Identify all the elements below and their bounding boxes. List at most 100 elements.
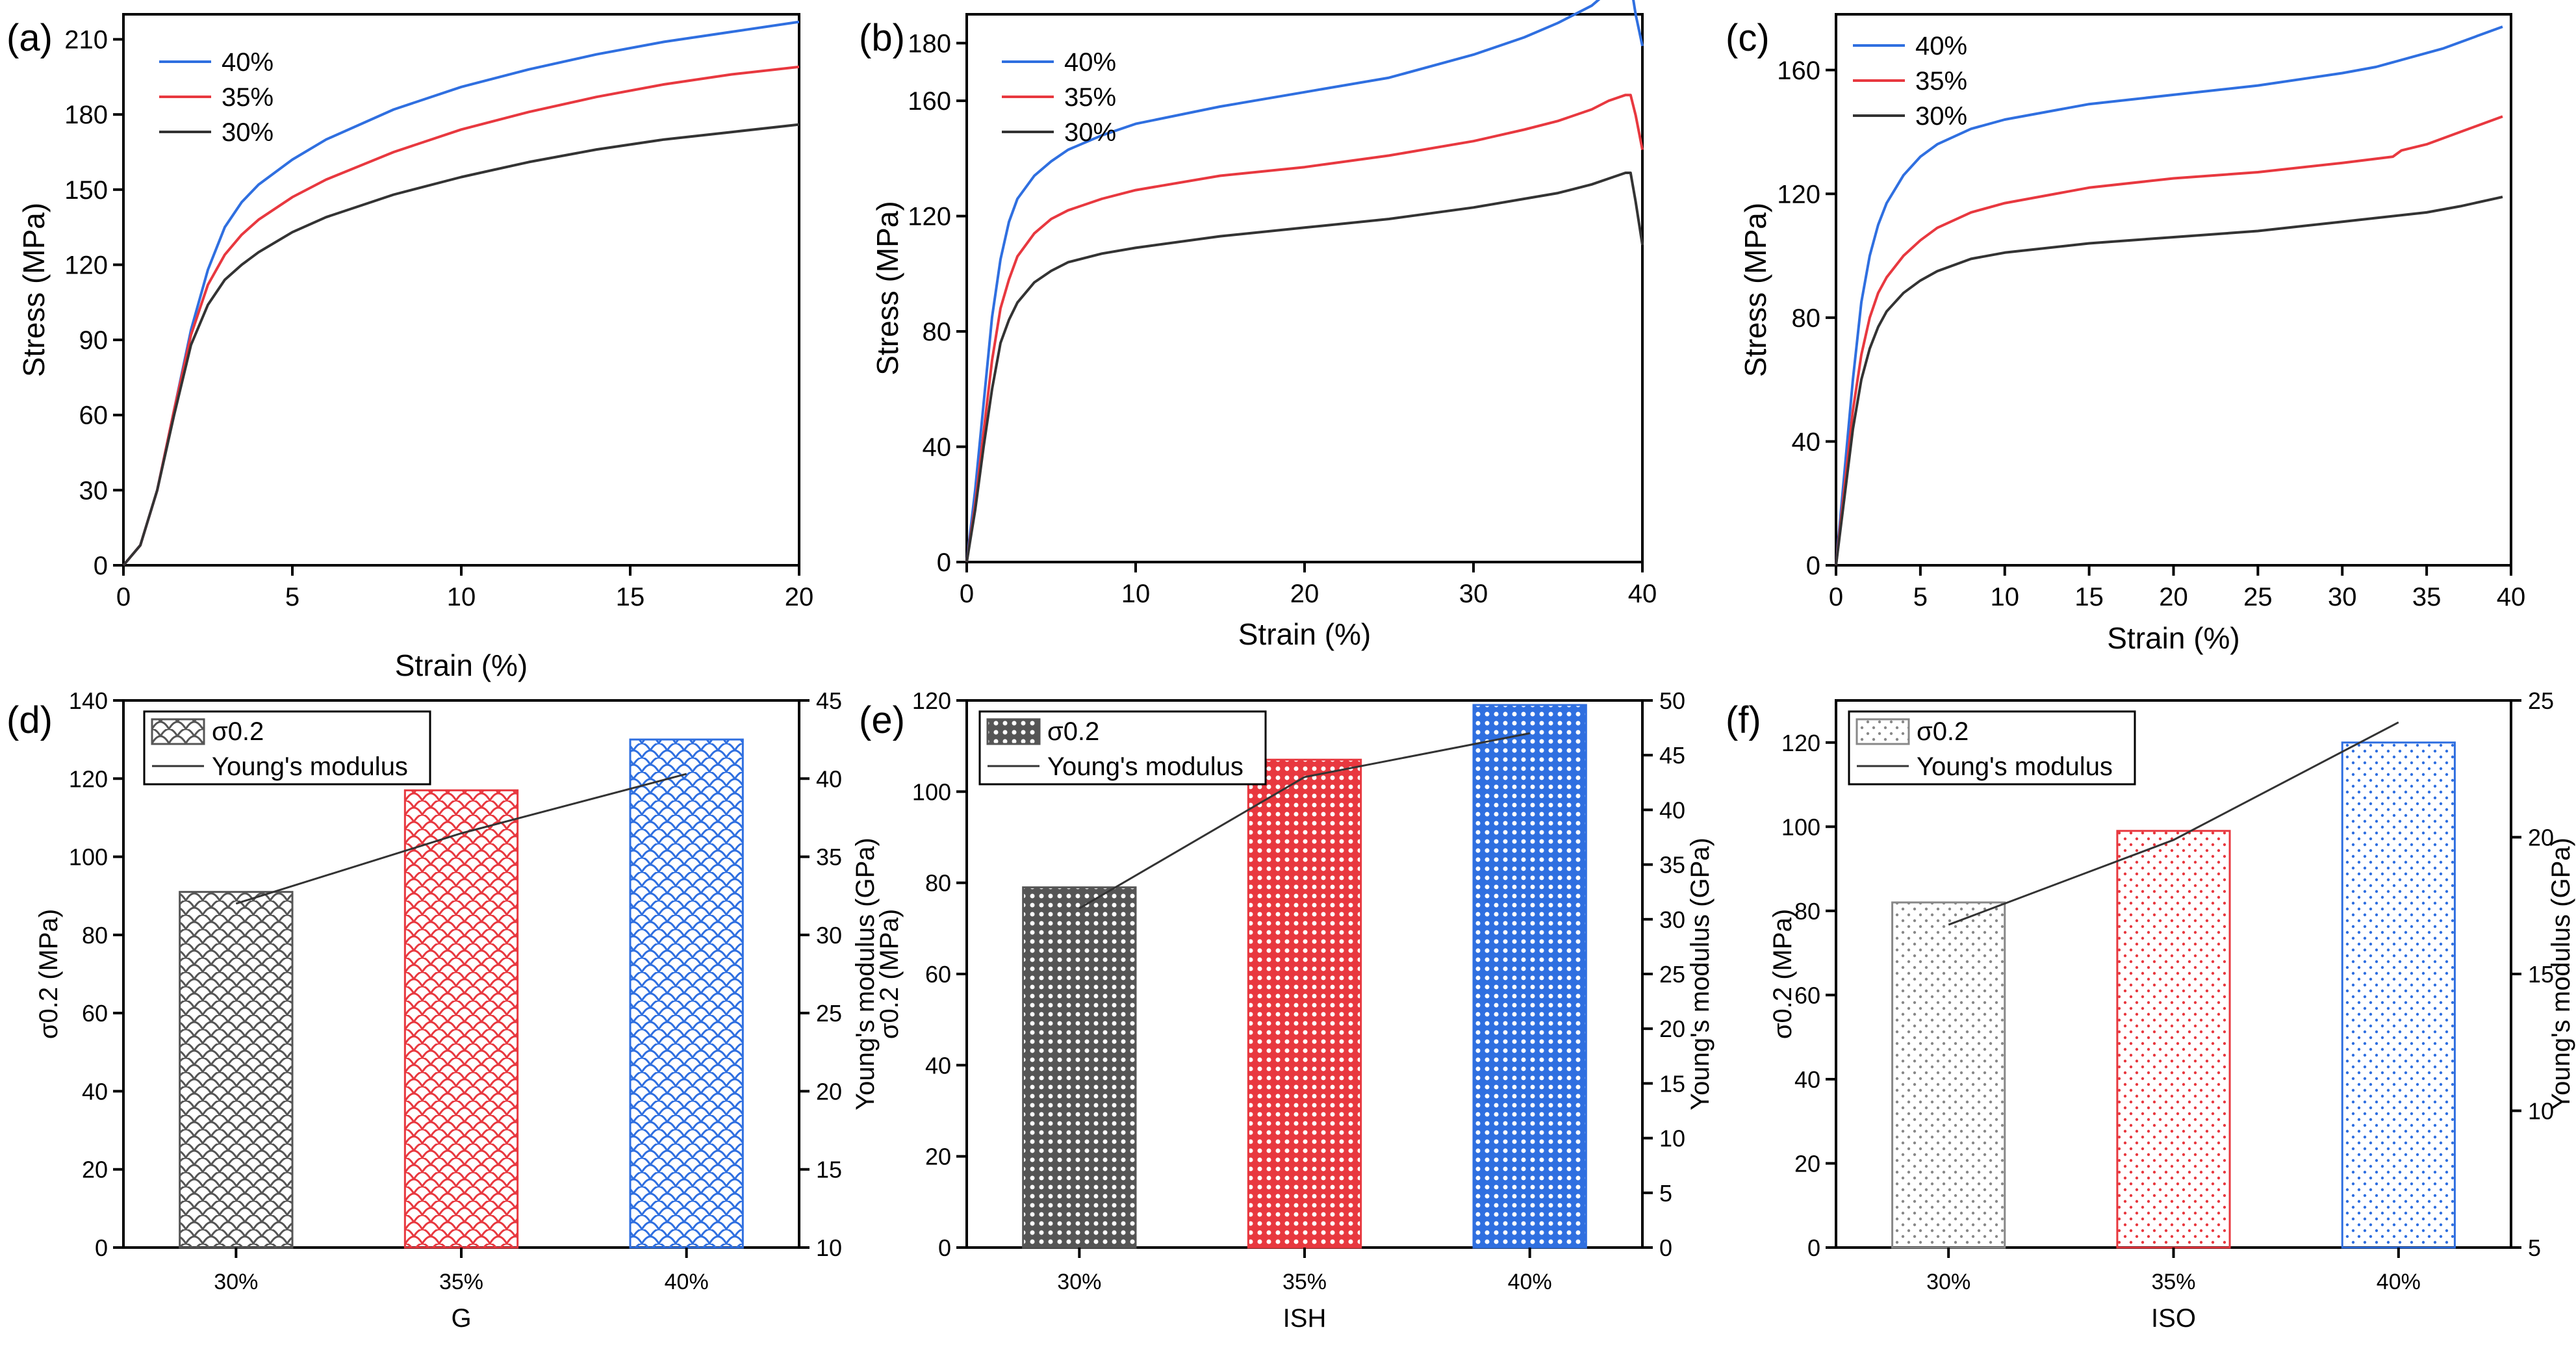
- panel-d-legend-line-label: Young's modulus: [212, 752, 408, 781]
- panel-f-y-tick-label-2: 40: [1794, 1066, 1820, 1093]
- panel-f-x-tick-label-0: 30%: [1926, 1270, 1970, 1294]
- panel-e-y-tick-label-1: 20: [925, 1144, 951, 1170]
- panel-f-y2-tick-label-3: 20: [2528, 825, 2554, 851]
- panel-c-series-40pct-line: [1835, 25, 2503, 566]
- panel-d-y2-tick-label-1: 15: [816, 1157, 842, 1183]
- panel-d-y2-axis-title: Young's modulus (GPa): [851, 838, 880, 1110]
- panel-a-y-tick-label-7: 210: [64, 26, 108, 55]
- panel-b-y-tick-label-4: 160: [908, 87, 951, 116]
- panel-a-y-tick-label-3: 90: [79, 326, 108, 355]
- panel-d-bar-30pct: [179, 891, 294, 1249]
- panel-a-x-tick-label-0: 0: [116, 583, 131, 611]
- panel-f-label: (f): [1726, 699, 1761, 741]
- panel-a-label: (a): [6, 17, 53, 59]
- panel-e-y2-tick-label-4: 20: [1659, 1016, 1685, 1042]
- panel-c-x-tick-label-4: 20: [2159, 583, 2188, 611]
- panel-e-y-tick-label-6: 120: [912, 687, 951, 714]
- panel-d-y2-tick-label-7: 45: [816, 687, 842, 714]
- panel-d-y2-tick-label-0: 10: [816, 1235, 842, 1261]
- panel-b-series-35pct-line: [965, 94, 1644, 563]
- panel-e-bar-30pct: [1022, 886, 1137, 1249]
- panel-b-x-tick-label-2: 20: [1290, 580, 1320, 608]
- panel-e-y-axis-title: σ0.2 (MPa): [875, 909, 904, 1039]
- panel-d-bar-40pct: [629, 738, 744, 1249]
- panel-e-legend-bar-swatch: [986, 718, 1041, 745]
- panel-e-y-tick-label-4: 80: [925, 870, 951, 897]
- panel-b-y-axis-title: Stress (MPa): [871, 201, 904, 375]
- panel-f-y-tick-label-3: 60: [1794, 982, 1820, 1008]
- panel-e-y2-tick-label-5: 25: [1659, 961, 1685, 988]
- panel-e-y2-axis-title: Young's modulus (GPa): [1686, 838, 1715, 1110]
- panel-f-legend-bar-swatch: [1855, 718, 1910, 745]
- panel-f-y-axis-title: σ0.2 (MPa): [1768, 909, 1797, 1039]
- panel-d-youngs-modulus-line: [235, 773, 687, 905]
- panel-a-y-tick-label-2: 60: [79, 402, 108, 430]
- panel-a-x-tick-label-2: 10: [447, 583, 476, 611]
- panel-b-y-tick-label-3: 120: [908, 203, 951, 231]
- panel-b-x-tick-label-0: 0: [960, 580, 974, 608]
- panel-f-x-tick-label-2: 40%: [2377, 1270, 2421, 1294]
- panel-a-legend-label-2: 30%: [222, 118, 274, 147]
- panel-c-x-tick-label-7: 35: [2412, 583, 2442, 611]
- panel-e-bar-35pct: [1247, 758, 1362, 1249]
- panel-e-x-axis-title: ISH: [1283, 1304, 1327, 1333]
- panel-d-y-axis-title: σ0.2 (MPa): [34, 909, 63, 1039]
- panel-c-x-tick-label-0: 0: [1829, 583, 1843, 611]
- panel-c-axes-frame: [1835, 13, 2512, 567]
- panel-d-y-tick-label-0: 0: [95, 1235, 108, 1261]
- panel-e-y-tick-label-5: 100: [912, 778, 951, 805]
- panel-f-y-tick-label-1: 20: [1794, 1150, 1820, 1177]
- panel-d-y2-tick-label-6: 40: [816, 765, 842, 792]
- panel-e-y-tick-label-3: 60: [925, 961, 951, 988]
- panel-f-bar-35pct: [2116, 830, 2231, 1249]
- panel-b-series-40pct-line: [965, 0, 1644, 563]
- panel-e-y2-tick-label-0: 0: [1659, 1235, 1672, 1261]
- panel-f-x-tick-label-1: 35%: [2151, 1270, 2195, 1294]
- panel-f-y2-tick-label-2: 15: [2528, 961, 2554, 988]
- panel-e-y2-tick-label-6: 30: [1659, 906, 1685, 933]
- panel-b-y-tick-label-1: 40: [923, 433, 952, 462]
- panel-b-x-tick-label-1: 10: [1121, 580, 1151, 608]
- panel-d-y-tick-label-4: 80: [82, 922, 108, 949]
- panel-e-bar-40pct: [1472, 704, 1587, 1249]
- panel-d-x-tick-label-1: 35%: [439, 1270, 483, 1294]
- panel-e-label: (e): [859, 699, 905, 741]
- panel-d-legend-bar-label: σ0.2: [212, 717, 264, 746]
- panel-d-y-tick-label-5: 100: [69, 844, 108, 871]
- panel-e-y2-tick-label-7: 35: [1659, 852, 1685, 878]
- panel-a-y-tick-label-6: 180: [64, 101, 108, 129]
- panel-b-y-tick-label-0: 0: [937, 548, 951, 577]
- panel-f-legend-bar-label: σ0.2: [1917, 717, 1969, 746]
- panel-c-label: (c): [1726, 17, 1770, 59]
- panel-e-x-tick-label-0: 30%: [1057, 1270, 1101, 1294]
- panel-c-series-30pct-line: [1835, 196, 2503, 566]
- panel-f-y-tick-label-5: 100: [1781, 813, 1820, 840]
- panel-e-y2-tick-label-8: 40: [1659, 797, 1685, 823]
- panel-a-y-tick-label-1: 30: [79, 476, 108, 505]
- panel-e-x-tick-label-1: 35%: [1282, 1270, 1327, 1294]
- panel-b-y-tick-label-2: 80: [923, 318, 952, 346]
- panel-e-y2-tick-label-3: 15: [1659, 1070, 1685, 1097]
- panel-e-y2-tick-label-1: 5: [1659, 1180, 1672, 1207]
- panel-a-series-30pct-line: [122, 123, 800, 567]
- panel-b-x-axis-title: Strain (%): [1238, 617, 1371, 651]
- panel-d-y2-tick-label-2: 20: [816, 1078, 842, 1105]
- panel-f-bar-30pct: [1891, 901, 2006, 1249]
- panel-d-x-axis-title: G: [451, 1304, 471, 1333]
- panel-c-y-axis-title: Stress (MPa): [1739, 203, 1772, 377]
- panel-e-y-tick-label-2: 40: [925, 1052, 951, 1079]
- panel-a-x-tick-label-1: 5: [285, 583, 300, 611]
- panel-a-legend-label-1: 35%: [222, 83, 274, 112]
- panel-f-y2-axis-title: Young's modulus (GPa): [2547, 838, 2575, 1110]
- panel-c-y-tick-label-3: 120: [1777, 180, 1820, 209]
- panel-a-y-tick-label-5: 150: [64, 176, 108, 205]
- panel-f-y2-tick-label-1: 10: [2528, 1098, 2554, 1125]
- panel-f-y-tick-label-4: 80: [1794, 898, 1820, 925]
- panel-c-y-tick-label-1: 40: [1792, 428, 1821, 456]
- panel-a-x-axis-title: Strain (%): [395, 648, 528, 682]
- panel-d-x-tick-label-2: 40%: [665, 1270, 709, 1294]
- panel-c-legend-label-0: 40%: [1915, 32, 1967, 60]
- panel-c-y-tick-label-4: 160: [1777, 57, 1820, 85]
- panel-c-x-tick-label-6: 30: [2328, 583, 2357, 611]
